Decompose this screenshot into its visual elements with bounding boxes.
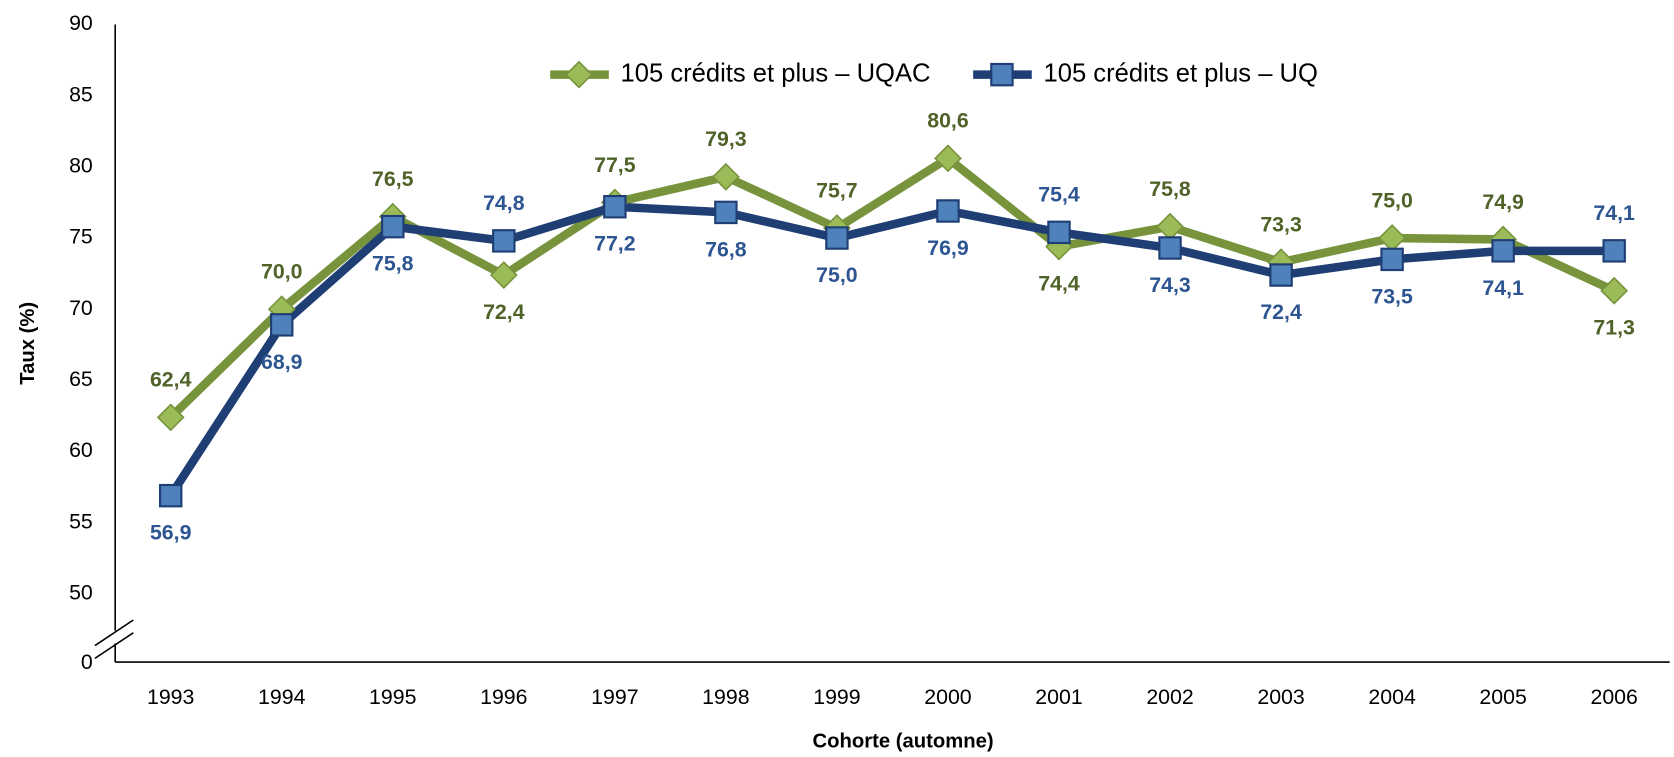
data-label: 56,9 [150,521,192,545]
y-tick-label: 0 [81,650,93,674]
x-tick-label: 1999 [813,685,860,709]
axis-break [94,632,134,660]
point-marker [934,144,962,173]
point-marker [1158,236,1182,260]
y-tick-label: 85 [69,82,93,106]
x-tick-label: 2004 [1368,685,1416,709]
point-marker [825,226,849,250]
data-label: 70,0 [261,260,302,284]
point-marker [990,62,1014,87]
axis-break [94,619,134,647]
data-label: 68,9 [261,350,303,374]
axis-break-gap [97,630,134,644]
data-label: 62,4 [150,368,192,392]
point-marker [565,60,593,89]
data-label: 80,6 [927,109,969,133]
data-label: 75,7 [816,178,857,202]
point-marker [603,194,627,219]
x-axis-title: Cohorte (automne) [813,730,994,752]
point-marker [1378,224,1407,252]
legend-label: 105 crédits et plus – UQ [1044,59,1318,87]
x-tick-label: 1994 [258,685,306,709]
point-marker [1047,220,1071,245]
data-label: 74,3 [1149,273,1191,297]
data-label: 76,8 [705,237,747,261]
data-label: 77,5 [594,153,636,177]
point-marker [158,483,183,508]
data-label: 76,5 [372,167,414,191]
data-label: 74,1 [1482,276,1524,300]
x-tick-label: 1998 [702,685,749,709]
point-marker [156,403,185,432]
x-tick-label: 1997 [591,685,638,709]
x-tick-label: 1996 [480,685,527,709]
y-tick-label: 75 [69,225,93,249]
data-label: 75,4 [1038,183,1080,207]
data-label: 74,4 [1038,272,1080,296]
y-tick-label: 65 [69,367,93,391]
data-label: 75,0 [1371,188,1412,212]
point-marker [936,199,960,223]
point-marker [1269,263,1293,287]
data-label: 71,3 [1593,316,1635,340]
data-label: 75,0 [816,263,857,287]
y-tick-label: 55 [69,509,93,533]
point-marker [381,214,405,239]
x-tick-label: 2006 [1590,685,1637,709]
data-label: 79,3 [705,127,747,151]
data-label: 76,9 [927,236,969,260]
series-line [167,202,1615,498]
x-tick-label: 2003 [1257,685,1304,709]
point-marker [270,313,294,337]
point-marker [1602,239,1626,263]
y-tick-label: 80 [69,153,93,177]
data-label: 75,8 [1149,177,1191,201]
x-tick-label: 2001 [1035,685,1082,709]
data-label: 77,2 [594,232,635,256]
data-label: 74,8 [483,191,525,215]
x-tick-label: 2002 [1146,685,1193,709]
data-label: 73,3 [1260,213,1302,237]
x-tick-label: 1995 [369,685,416,709]
y-axis-title: Taux (%) [17,302,39,385]
point-marker [489,261,518,289]
point-marker [1600,276,1629,305]
data-label: 74,9 [1482,190,1524,214]
point-marker [1156,212,1184,241]
x-tick-label: 2000 [924,685,972,709]
point-marker [714,200,738,225]
y-tick-label: 60 [69,438,93,462]
data-label: 72,4 [1260,300,1302,324]
data-label: 74,1 [1593,201,1635,225]
point-marker [1380,247,1404,272]
x-tick-label: 2005 [1479,685,1526,709]
point-marker [1491,239,1515,263]
legend-label: 105 crédits et plus – UQAC [621,59,931,87]
point-marker [711,162,740,191]
y-tick-label: 50 [69,580,93,604]
x-tick-label: 1993 [147,685,194,709]
data-label: 73,5 [1371,284,1413,308]
point-marker [492,229,516,253]
data-label: 75,8 [372,252,414,276]
data-label: 72,4 [483,300,525,324]
y-tick-label: 70 [69,296,93,320]
y-tick-label: 90 [69,11,93,35]
